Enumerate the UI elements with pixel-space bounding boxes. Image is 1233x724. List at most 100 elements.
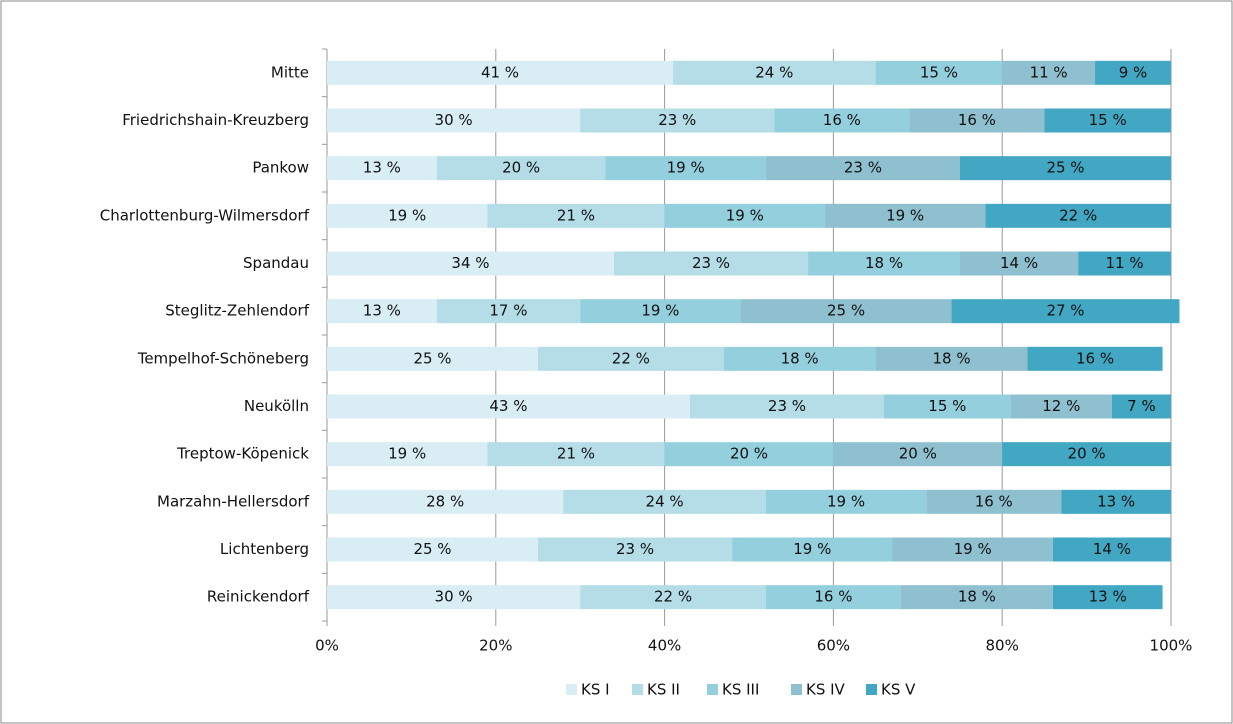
y-tick-label: Mitte xyxy=(271,63,309,81)
value-label: 21 % xyxy=(557,445,595,463)
value-label: 30 % xyxy=(435,588,473,606)
value-label: 11 % xyxy=(1106,254,1144,272)
x-tick-label: 80% xyxy=(986,637,1019,655)
y-tick-label: Treptow-Köpenick xyxy=(176,445,309,463)
bar-segment xyxy=(1052,537,1171,562)
value-label: 22 % xyxy=(612,349,650,367)
y-tick-label: Pankow xyxy=(252,159,309,177)
bar-segment xyxy=(327,156,437,181)
value-label: 14 % xyxy=(1000,254,1038,272)
x-tick-label: 20% xyxy=(479,637,512,655)
x-tick-label: 60% xyxy=(817,637,850,655)
legend-label: KS IV xyxy=(806,681,846,699)
bar-segment xyxy=(487,203,665,228)
bar-segment xyxy=(580,585,766,610)
y-tick-label: Lichtenberg xyxy=(220,540,309,558)
value-label: 16 % xyxy=(975,492,1013,510)
bar-segment xyxy=(1002,442,1171,467)
value-label: 19 % xyxy=(641,302,679,320)
bar-segment xyxy=(1052,585,1163,610)
value-label: 25 % xyxy=(413,349,451,367)
value-label: 19 % xyxy=(388,206,426,224)
value-label: 16 % xyxy=(814,588,852,606)
y-tick-label: Spandau xyxy=(243,254,309,272)
bar-segment xyxy=(664,442,834,467)
value-label: 23 % xyxy=(844,159,882,177)
bar-segment xyxy=(1095,60,1171,85)
value-label: 27 % xyxy=(1046,302,1084,320)
value-label: 23 % xyxy=(692,254,730,272)
value-label: 16 % xyxy=(958,111,996,129)
value-label: 14 % xyxy=(1093,540,1131,558)
value-label: 21 % xyxy=(557,206,595,224)
legend-swatch xyxy=(566,684,577,695)
bar-segment xyxy=(605,156,766,181)
value-label: 23 % xyxy=(768,397,806,415)
bar-segment xyxy=(900,585,1053,610)
value-label: 24 % xyxy=(646,492,684,510)
value-label: 24 % xyxy=(755,63,793,81)
bar-segment xyxy=(538,346,724,371)
bar-segment xyxy=(327,442,488,467)
bar-segment xyxy=(327,60,674,85)
bar-segment xyxy=(1010,394,1112,419)
bar-segment xyxy=(765,156,960,181)
bar-segment xyxy=(436,299,581,324)
value-label: 34 % xyxy=(451,254,489,272)
bar-segment xyxy=(327,346,538,371)
value-label: 18 % xyxy=(958,588,996,606)
value-label: 13 % xyxy=(1097,492,1135,510)
value-label: 15 % xyxy=(1089,111,1127,129)
value-label: 11 % xyxy=(1030,63,1068,81)
bar-segment xyxy=(327,489,564,514)
bar-segment xyxy=(327,203,488,228)
bar-segment xyxy=(926,489,1062,514)
value-label: 20 % xyxy=(502,159,540,177)
bar-segment xyxy=(1002,60,1096,85)
legend-label: KS I xyxy=(581,681,610,699)
bar-segment xyxy=(732,537,893,562)
value-label: 23 % xyxy=(616,540,654,558)
bar-segment xyxy=(774,108,910,133)
bar-segment xyxy=(327,299,437,324)
bar-segment xyxy=(327,394,690,419)
bar-segment xyxy=(673,60,876,85)
value-label: 16 % xyxy=(1076,349,1114,367)
value-label: 19 % xyxy=(827,492,865,510)
bar-segment xyxy=(740,299,952,324)
bar-segment xyxy=(909,108,1045,133)
bar-segment xyxy=(689,394,885,419)
value-label: 41 % xyxy=(481,63,519,81)
bar-segment xyxy=(875,346,1028,371)
value-label: 19 % xyxy=(667,159,705,177)
value-label: 25 % xyxy=(1046,159,1084,177)
value-label: 23 % xyxy=(658,111,696,129)
bar-segment xyxy=(960,251,1079,276)
bar-segment xyxy=(664,203,825,228)
bar-segment xyxy=(1044,108,1171,133)
x-tick-label: 100% xyxy=(1150,637,1193,655)
value-label: 15 % xyxy=(928,397,966,415)
legend-swatch xyxy=(791,684,802,695)
legend-swatch xyxy=(632,684,643,695)
y-tick-label: Neukölln xyxy=(244,397,309,415)
value-label: 17 % xyxy=(489,302,527,320)
bar-segment xyxy=(487,442,665,467)
value-label: 18 % xyxy=(865,254,903,272)
value-label: 18 % xyxy=(933,349,971,367)
value-label: 25 % xyxy=(827,302,865,320)
value-label: 15 % xyxy=(920,63,958,81)
bar-segment xyxy=(875,60,1003,85)
y-tick-label: Tempelhof-Schöneberg xyxy=(137,349,309,367)
bar-segment xyxy=(538,537,733,562)
y-tick-label: Charlottenburg-Wilmersdorf xyxy=(100,206,310,224)
value-label: 18 % xyxy=(781,349,819,367)
value-label: 20 % xyxy=(730,445,768,463)
bar-segment xyxy=(327,108,581,133)
y-tick-label: Friedrichshain-Kreuzberg xyxy=(122,111,309,129)
y-tick-label: Steglitz-Zehlendorf xyxy=(165,302,309,320)
bar-segment xyxy=(1027,346,1163,371)
bar-segment xyxy=(327,537,538,562)
value-label: 22 % xyxy=(654,588,692,606)
value-label: 7 % xyxy=(1127,397,1156,415)
